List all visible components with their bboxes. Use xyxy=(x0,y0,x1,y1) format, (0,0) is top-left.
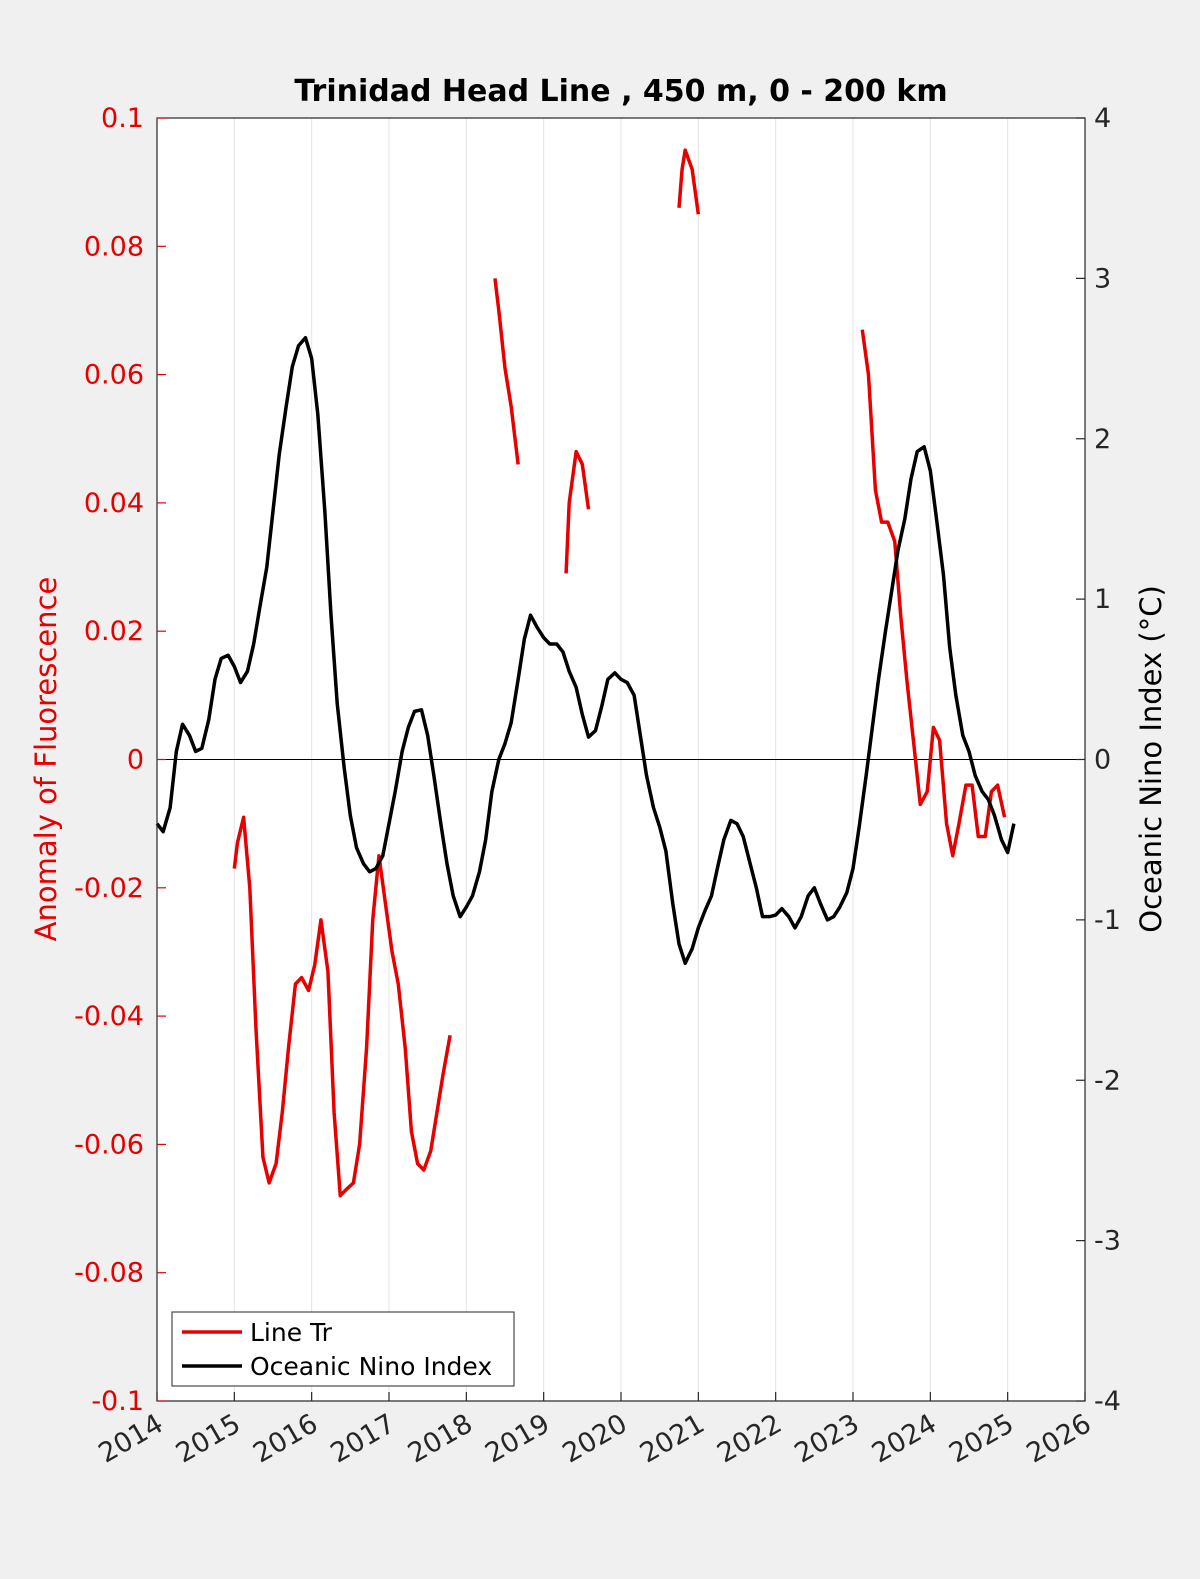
left-y-tick-label: -0.08 xyxy=(74,1258,144,1289)
legend-label-oni: Oceanic Nino Index xyxy=(250,1352,492,1381)
series-layer xyxy=(155,148,1016,1198)
right-y-tick-label: 2 xyxy=(1094,424,1111,455)
right-y-tick-label: -3 xyxy=(1094,1226,1121,1257)
right-y-tick-label: -4 xyxy=(1094,1386,1121,1417)
right-axis-label: Oceanic Nino Index (°C) xyxy=(1134,585,1168,933)
series-line-line-tr xyxy=(564,449,591,574)
right-y-tick-label: -1 xyxy=(1094,905,1121,936)
left-y-tick-label: -0.04 xyxy=(74,1001,144,1032)
left-y-tick-label: 0.08 xyxy=(84,231,144,262)
chart-title: Trinidad Head Line , 450 m, 0 - 200 km xyxy=(294,74,947,109)
right-y-tick-label: -2 xyxy=(1094,1065,1121,1096)
left-y-tick-label: -0.1 xyxy=(91,1386,144,1417)
series-line-line-tr xyxy=(677,148,701,215)
legend-box xyxy=(171,1311,515,1387)
series-line-line-tr xyxy=(232,815,452,1198)
right-y-tick-label: 0 xyxy=(1094,745,1111,776)
series-line-line-tr xyxy=(860,329,1007,858)
right-y-tick-label: 4 xyxy=(1094,103,1111,134)
legend-label-line-tr: Line Tr xyxy=(250,1318,333,1347)
series-line-oceanic-nino-index xyxy=(155,335,1016,965)
left-y-tick-label: -0.02 xyxy=(74,873,144,904)
legend: Line Tr Oceanic Nino Index xyxy=(171,1311,515,1387)
left-y-tick-label: 0.04 xyxy=(84,488,144,519)
left-y-tick-label: 0.1 xyxy=(101,103,144,134)
series-line-line-tr xyxy=(493,278,520,465)
left-y-tick-label: -0.06 xyxy=(74,1129,144,1160)
left-axis-label: Anomaly of Fluorescence xyxy=(29,577,63,942)
left-y-tick-label: 0 xyxy=(127,745,144,776)
right-y-tick-label: 1 xyxy=(1094,584,1111,615)
left-y-tick-label: 0.02 xyxy=(84,616,144,647)
right-y-tick-label: 3 xyxy=(1094,263,1111,294)
left-y-tick-label: 0.06 xyxy=(84,360,144,391)
